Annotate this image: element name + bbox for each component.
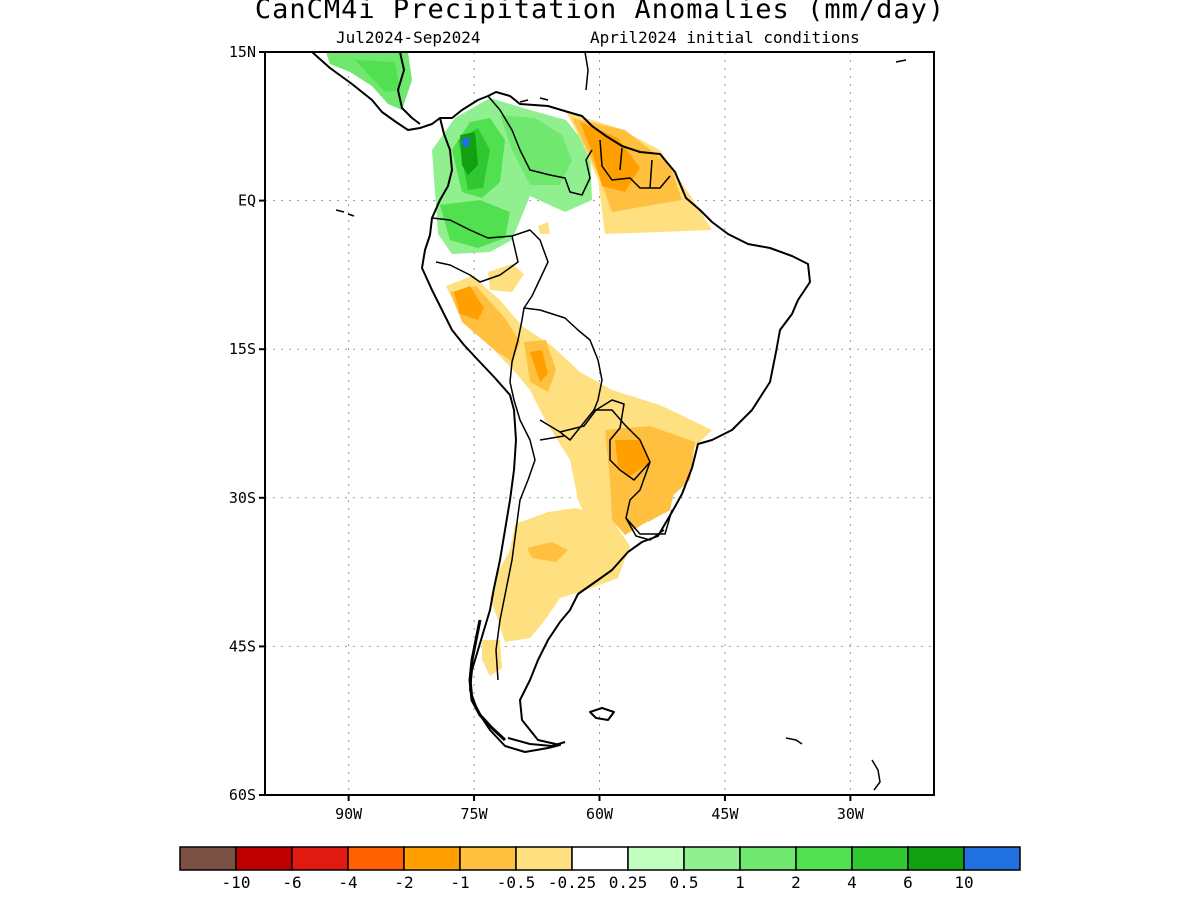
lon-tick-label: 30W xyxy=(837,805,865,823)
dry-argentina-outer xyxy=(490,508,630,642)
colorbar-swatch xyxy=(795,846,853,871)
colorbar-swatch xyxy=(739,846,797,871)
colorbar-swatch xyxy=(515,846,573,871)
colorbar-label: 4 xyxy=(847,873,857,892)
ecuador-peru-border xyxy=(431,217,519,283)
map-layers xyxy=(265,52,934,795)
lat-tick-label: 45S xyxy=(229,637,256,655)
colorbar-label: -10 xyxy=(222,873,251,892)
bolivia-paraguay-argentina-border xyxy=(539,399,651,481)
colorbar-label: 1 xyxy=(735,873,745,892)
lat-tick-label: 60S xyxy=(229,786,256,804)
dry-peru-core xyxy=(454,286,484,320)
wet-colombia-extreme xyxy=(462,138,470,147)
colorbar-label: -0.5 xyxy=(497,873,536,892)
uruguay-border xyxy=(625,517,665,541)
south-georgia xyxy=(785,737,803,745)
colorbar-swatch xyxy=(627,846,685,871)
tierra-del-fuego xyxy=(507,737,566,747)
colorbar: -10 -6 -4 -2 -1 -0.5 -0.25 0.25 0.5 1 2 4 6 10 xyxy=(179,846,1021,892)
colorbar-swatch xyxy=(291,846,349,871)
south-america-coast xyxy=(421,91,811,753)
lat-tick-label: 15S xyxy=(229,340,256,358)
colombia-venezuela-border xyxy=(487,95,593,196)
lon-tick-label: 45W xyxy=(711,805,739,823)
lon-tick-label: 75W xyxy=(461,805,489,823)
caribbean-coast-central-america xyxy=(397,52,421,125)
lat-tick-label: 15N xyxy=(229,43,256,61)
colorbar-swatch xyxy=(907,846,965,871)
wet-venezuela-inner xyxy=(500,115,572,185)
colorbar-label: 0.25 xyxy=(609,873,648,892)
coastlines xyxy=(311,52,907,791)
colorbar-label: -4 xyxy=(338,873,357,892)
south-sandwich xyxy=(871,759,881,791)
wet-central-america-core xyxy=(355,60,400,92)
map-title: CanCM4i Precipitation Anomalies (mm/day) xyxy=(254,0,946,25)
guiana-borders xyxy=(599,139,671,189)
colorbar-label: 6 xyxy=(903,873,913,892)
dry-amazon-blob xyxy=(538,222,550,234)
colorbar-label: -6 xyxy=(282,873,301,892)
colorbar-swatch xyxy=(347,846,405,871)
colorbar-swatch xyxy=(851,846,909,871)
dry-peru-north-blob xyxy=(488,264,524,292)
lon-tick-label: 60W xyxy=(586,805,614,823)
colorbar-swatch xyxy=(403,846,461,871)
colorbar-swatch xyxy=(235,846,293,871)
dry-argentina-core xyxy=(527,542,568,562)
falkland-islands xyxy=(589,707,615,721)
central-america-coast xyxy=(311,52,441,131)
caribbean-islands xyxy=(519,52,907,103)
chile-archipelago xyxy=(468,619,507,742)
colorbar-label: 2 xyxy=(791,873,801,892)
colorbar-label: -1 xyxy=(450,873,469,892)
colorbar-swatch xyxy=(571,846,629,871)
colorbar-label: 10 xyxy=(954,873,973,892)
dry-rio-grande xyxy=(640,488,675,522)
lat-tick-label: EQ xyxy=(238,192,256,210)
colorbar-label: -0.25 xyxy=(548,873,596,892)
dry-patagonia xyxy=(482,640,502,676)
lat-tick-label: 30S xyxy=(229,489,256,507)
brazil-western-border xyxy=(511,229,673,535)
wet-ecuador xyxy=(440,200,510,248)
peru-bolivia-chile-border xyxy=(495,307,536,681)
colorbar-swatch xyxy=(179,846,237,871)
dry-paraguay-core xyxy=(615,440,650,476)
colorbar-swatch xyxy=(459,846,517,871)
colorbar-label: -2 xyxy=(394,873,413,892)
dry-bolivia-core xyxy=(530,350,548,382)
galapagos xyxy=(335,209,355,217)
map-axes: 15N EQ 15S 30S 45S 60S 90W 75W 60W 45W 30W xyxy=(229,43,865,823)
dry-guianas-core xyxy=(580,122,640,192)
forecast-period: Jul2024-Sep2024 xyxy=(336,28,481,47)
colorbar-swatch xyxy=(963,846,1021,871)
lon-tick-label: 90W xyxy=(335,805,363,823)
colorbar-swatch xyxy=(683,846,741,871)
initial-conditions: April2024 initial conditions xyxy=(590,28,860,47)
colorbar-label: 0.5 xyxy=(670,873,699,892)
